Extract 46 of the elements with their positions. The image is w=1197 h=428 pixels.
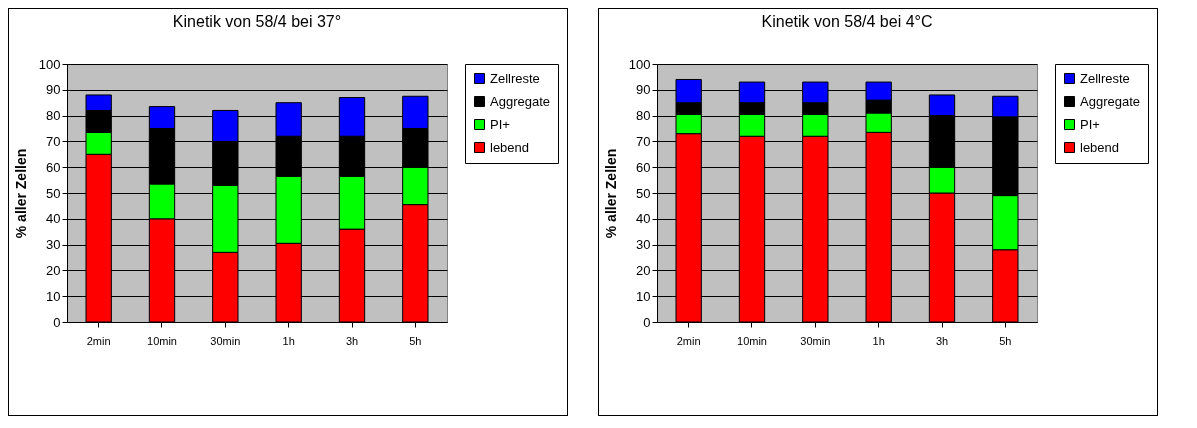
- y-tick-label: 90: [46, 82, 61, 98]
- y-tick-label: 100: [38, 56, 61, 72]
- y-tick-label: 30: [46, 237, 61, 253]
- x-tick-label: 10min: [737, 334, 767, 347]
- legend-label: lebend: [490, 139, 530, 155]
- x-tick-label: 10min: [147, 334, 177, 347]
- y-tick-label: 10: [46, 288, 61, 304]
- chart-title: Kinetik von 58/4 bei 37°: [172, 13, 342, 30]
- x-tick-label: 30min: [800, 334, 831, 347]
- y-axis-title: % aller Zellen: [12, 148, 29, 239]
- legend-label: Aggregate: [1080, 93, 1140, 109]
- x-tick-label: 2min: [676, 334, 701, 347]
- x-tick-label: 3h: [935, 334, 949, 347]
- x-tick-label: 5h: [409, 334, 422, 347]
- y-tick-label: 40: [636, 211, 651, 227]
- y-tick-label: 0: [643, 314, 651, 330]
- legend-label: Zellreste: [1080, 70, 1130, 86]
- legend-label: PI+: [1080, 116, 1100, 132]
- legend-label: Aggregate: [490, 93, 550, 109]
- y-axis-title: % aller Zellen: [602, 148, 619, 239]
- legend-label: Zellreste: [490, 70, 540, 86]
- y-tick-label: 80: [46, 108, 61, 124]
- y-tick-label: 40: [46, 211, 61, 227]
- y-tick-label: 60: [46, 159, 61, 175]
- y-tick-label: 70: [636, 133, 651, 149]
- y-tick-label: 100: [628, 56, 651, 72]
- x-tick-label: 1h: [282, 334, 295, 347]
- y-tick-label: 80: [636, 108, 651, 124]
- y-tick-label: 20: [636, 262, 651, 278]
- y-tick-label: 10: [636, 288, 651, 304]
- y-tick-label: 30: [636, 237, 651, 253]
- x-tick-label: 30min: [210, 334, 241, 347]
- x-tick-label: 3h: [345, 334, 359, 347]
- y-tick-label: 90: [636, 82, 651, 98]
- y-tick-label: 50: [636, 185, 651, 201]
- y-tick-label: 70: [46, 133, 61, 149]
- x-tick-label: 2min: [86, 334, 111, 347]
- chart-title: Kinetik von 58/4 bei 4°C: [761, 13, 933, 30]
- y-tick-label: 60: [636, 159, 651, 175]
- y-tick-label: 0: [53, 314, 61, 330]
- y-tick-label: 50: [46, 185, 61, 201]
- legend-label: PI+: [490, 116, 510, 132]
- x-tick-label: 5h: [999, 334, 1012, 347]
- x-tick-label: 1h: [872, 334, 885, 347]
- legend-label: lebend: [1080, 139, 1120, 155]
- y-tick-label: 20: [46, 262, 61, 278]
